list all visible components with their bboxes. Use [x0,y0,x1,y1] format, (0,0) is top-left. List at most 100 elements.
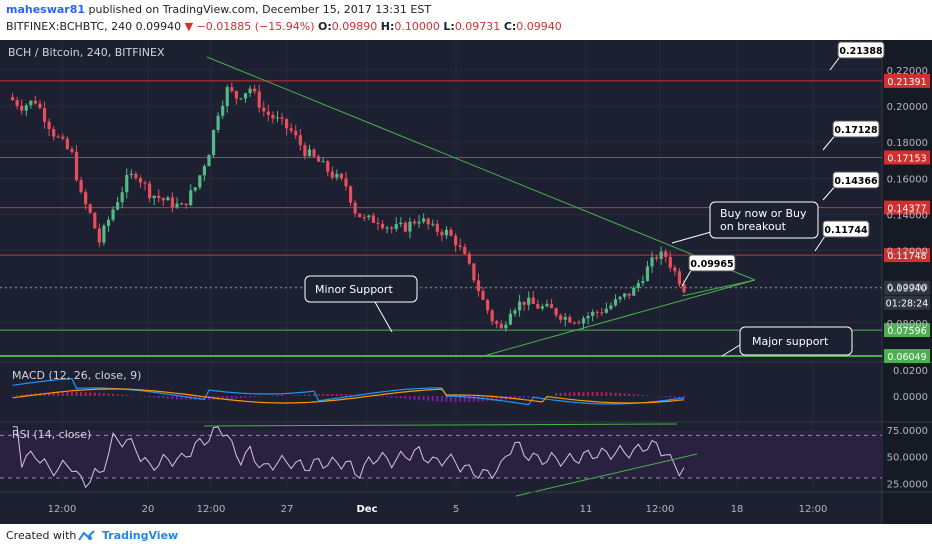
candle-body [513,310,517,314]
time-tick-label: Dec [356,504,377,515]
candle-body [221,105,225,116]
level-tag-label: 0.21391 [887,77,926,88]
candle-body [20,105,24,111]
candle-body [440,231,444,236]
candle-body [106,219,111,226]
candle-body [412,221,417,224]
macd-signal-line [12,388,685,404]
major-support-box[interactable] [739,326,853,356]
callout-box[interactable] [837,41,885,59]
candle-body [659,251,663,259]
level-tag [884,248,930,263]
candle-body [385,227,389,229]
candle-body [285,118,289,129]
candle-body [271,114,275,119]
candle-body [623,293,627,297]
price-tick-label: 0.14000 [887,210,928,221]
callout-box[interactable] [832,120,880,138]
minor-support-label: Minor Support [315,283,393,296]
candle-body [504,324,508,329]
candle-body [170,197,175,208]
candle-body [248,88,252,94]
time-tick-label: 18 [731,504,744,515]
rsi-support-trendline[interactable] [515,453,698,497]
tradingview-brand-link[interactable]: TradingView [102,529,179,542]
price-tick-label: 0.22000 [887,66,928,77]
candle-body [536,303,540,309]
candle-body [202,166,207,176]
candle-body [650,257,654,267]
minor-support-box[interactable] [304,275,418,303]
candle-body [262,107,266,112]
rsi-resistance-trendline[interactable] [203,423,678,427]
chart-svg[interactable]: 0.21391 0.17153 0.14377 0.11748 0.07596 0.060… [0,40,932,524]
candle-body [394,224,398,229]
candle-body [47,121,51,130]
candle-body [527,297,531,305]
candle-body [408,221,412,232]
candle-body [595,311,599,313]
candle-body [79,180,83,193]
candle-body [207,155,211,167]
price-tick-label: 0.10000 [887,283,928,294]
candle-body [193,187,197,191]
candle-body [10,97,15,101]
price-change: −0.01885 (−15.94%) [196,20,315,33]
candle-body [358,213,362,218]
candle-body [600,312,604,314]
time-tick-label: 12:00 [197,504,226,515]
buy-box[interactable] [709,201,819,239]
descending-trendline[interactable] [206,56,756,281]
down-arrow-icon: ▼ [184,20,194,33]
candle-body [627,293,631,296]
time-tick-label: 5 [453,504,459,515]
symbol-label: BITFINEX:BCHBTC, 240 [6,20,133,33]
ascending-trendline[interactable] [479,279,756,358]
callout-box[interactable] [832,171,880,189]
candle-body [618,296,622,300]
time-tick-label: 11 [580,504,593,515]
level-tag-label: 0.06049 [887,352,926,363]
candle-body [211,129,216,156]
level-tag-label: 0.07596 [887,326,926,337]
macd-label: MACD (12, 26, close, 9) [12,369,141,382]
time-tick-label: 12:00 [48,504,77,515]
candle-body [52,129,56,137]
candle-body [522,301,526,305]
callout-box[interactable] [688,254,736,272]
last-price: 0.09940 [135,20,182,33]
candle-body [417,221,421,224]
candle-body [198,175,202,188]
publish-line: maheswar81 published on TradingView.com,… [6,3,431,16]
candle-body [485,299,490,311]
candle-body [577,322,581,324]
candle-body [495,321,499,324]
candle-body [152,195,156,199]
chart-area[interactable]: 0.21391 0.17153 0.14377 0.11748 0.07596 0.060… [0,40,932,524]
close-value: 0.09940 [516,20,562,33]
candle-body [545,304,549,307]
rsi-tick-label: 50.0000 [887,453,928,464]
candle-body [549,304,554,309]
callout-box[interactable] [822,220,870,238]
callout-label: 0.11744 [824,225,868,236]
candle-body [157,195,161,199]
candle-body [134,173,138,179]
candle-body [316,156,321,162]
candle-body [476,280,481,292]
candle-body [426,218,430,225]
rsi-tick-label: 75.0000 [887,426,928,437]
candle-body [677,271,682,285]
candle-body [42,108,47,122]
candle-body [280,117,284,119]
candle-body [111,209,115,220]
author-link[interactable]: maheswar81 [6,3,86,16]
triangle-apex-line[interactable] [681,279,756,297]
candle-body [376,222,380,224]
candle-body [463,246,467,254]
level-tag [884,349,930,363]
candle-body [422,218,426,222]
candle-body [353,202,357,214]
rsi-label: RSI (14, close) [12,428,91,441]
level-tag [884,73,930,88]
